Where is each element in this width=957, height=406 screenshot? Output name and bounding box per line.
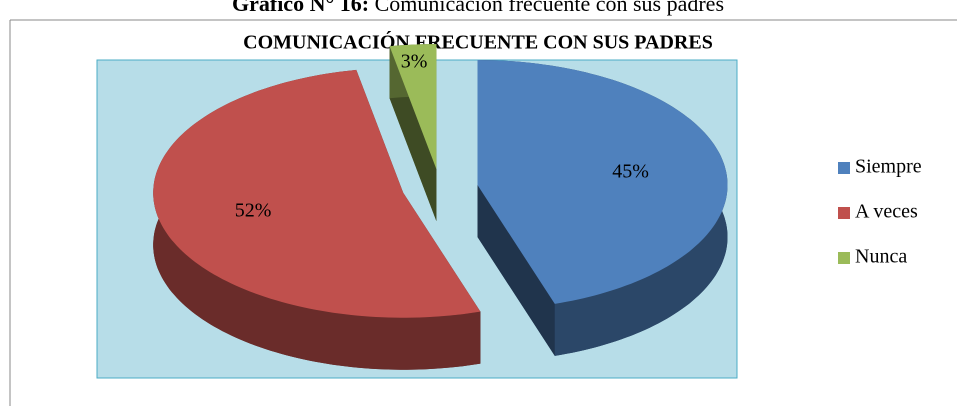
chart-title: COMUNICACIÓN FRECUENTE CON SUS PADRES bbox=[243, 30, 713, 54]
legend-label: A veces bbox=[855, 201, 918, 223]
caption-text: Comunicación frecuente con sus padres bbox=[375, 0, 724, 16]
slice bbox=[477, 60, 728, 304]
legend-label: Siempre bbox=[855, 156, 922, 178]
legend-label: Nunca bbox=[855, 246, 907, 268]
data-label: 45% bbox=[612, 160, 649, 182]
caption: Gráfico N° 16: Comunicación frecuente co… bbox=[232, 0, 724, 16]
slice-side bbox=[477, 185, 555, 356]
legend-swatch bbox=[838, 162, 850, 174]
slice bbox=[153, 69, 481, 318]
caption-label: Gráfico N° 16: bbox=[232, 0, 369, 16]
legend-swatch bbox=[838, 207, 850, 219]
slice bbox=[389, 44, 437, 170]
data-label: 3% bbox=[401, 50, 428, 72]
data-label: 52% bbox=[235, 200, 272, 222]
legend-swatch bbox=[838, 252, 850, 264]
